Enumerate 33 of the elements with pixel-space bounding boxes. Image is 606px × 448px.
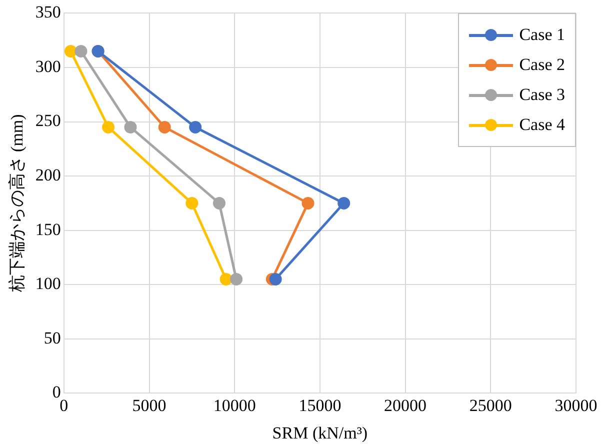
point <box>186 196 198 210</box>
point <box>124 120 137 134</box>
x-tick-label: 30000 <box>554 396 598 415</box>
legend-label: Case 2 <box>519 55 565 76</box>
point <box>302 196 314 210</box>
x-tick-label: 10000 <box>213 396 256 415</box>
point <box>338 196 350 210</box>
x-tick-label: 15000 <box>298 396 342 415</box>
y-tick-label: 50 <box>44 328 61 348</box>
point <box>212 196 226 210</box>
point <box>189 120 202 134</box>
legend-label: Case 4 <box>519 115 565 136</box>
point <box>269 272 282 286</box>
x-tick-label: 20000 <box>384 396 427 415</box>
point <box>102 120 115 134</box>
y-tick-label: 300 <box>35 56 61 76</box>
x-axis-title: SRM (kN/m³) <box>272 423 368 442</box>
point <box>158 120 171 134</box>
y-axis-title: 杭下端からの高さ (mm) <box>8 114 27 294</box>
point <box>74 44 88 58</box>
x-tick-label: 5000 <box>132 396 166 415</box>
y-tick-label: 250 <box>35 111 61 130</box>
y-tick-label: 350 <box>35 2 61 22</box>
y-tick-label: 200 <box>35 166 61 185</box>
y-tick-label: 100 <box>35 274 61 294</box>
legend-label: Case 3 <box>519 85 565 106</box>
point <box>230 272 243 286</box>
legend-label: Case 1 <box>519 25 565 46</box>
y-tick-label: 150 <box>35 220 61 239</box>
point <box>64 44 77 58</box>
x-tick-label: 25000 <box>469 396 512 415</box>
y-tick-label: 0 <box>52 382 61 402</box>
point <box>220 272 232 286</box>
